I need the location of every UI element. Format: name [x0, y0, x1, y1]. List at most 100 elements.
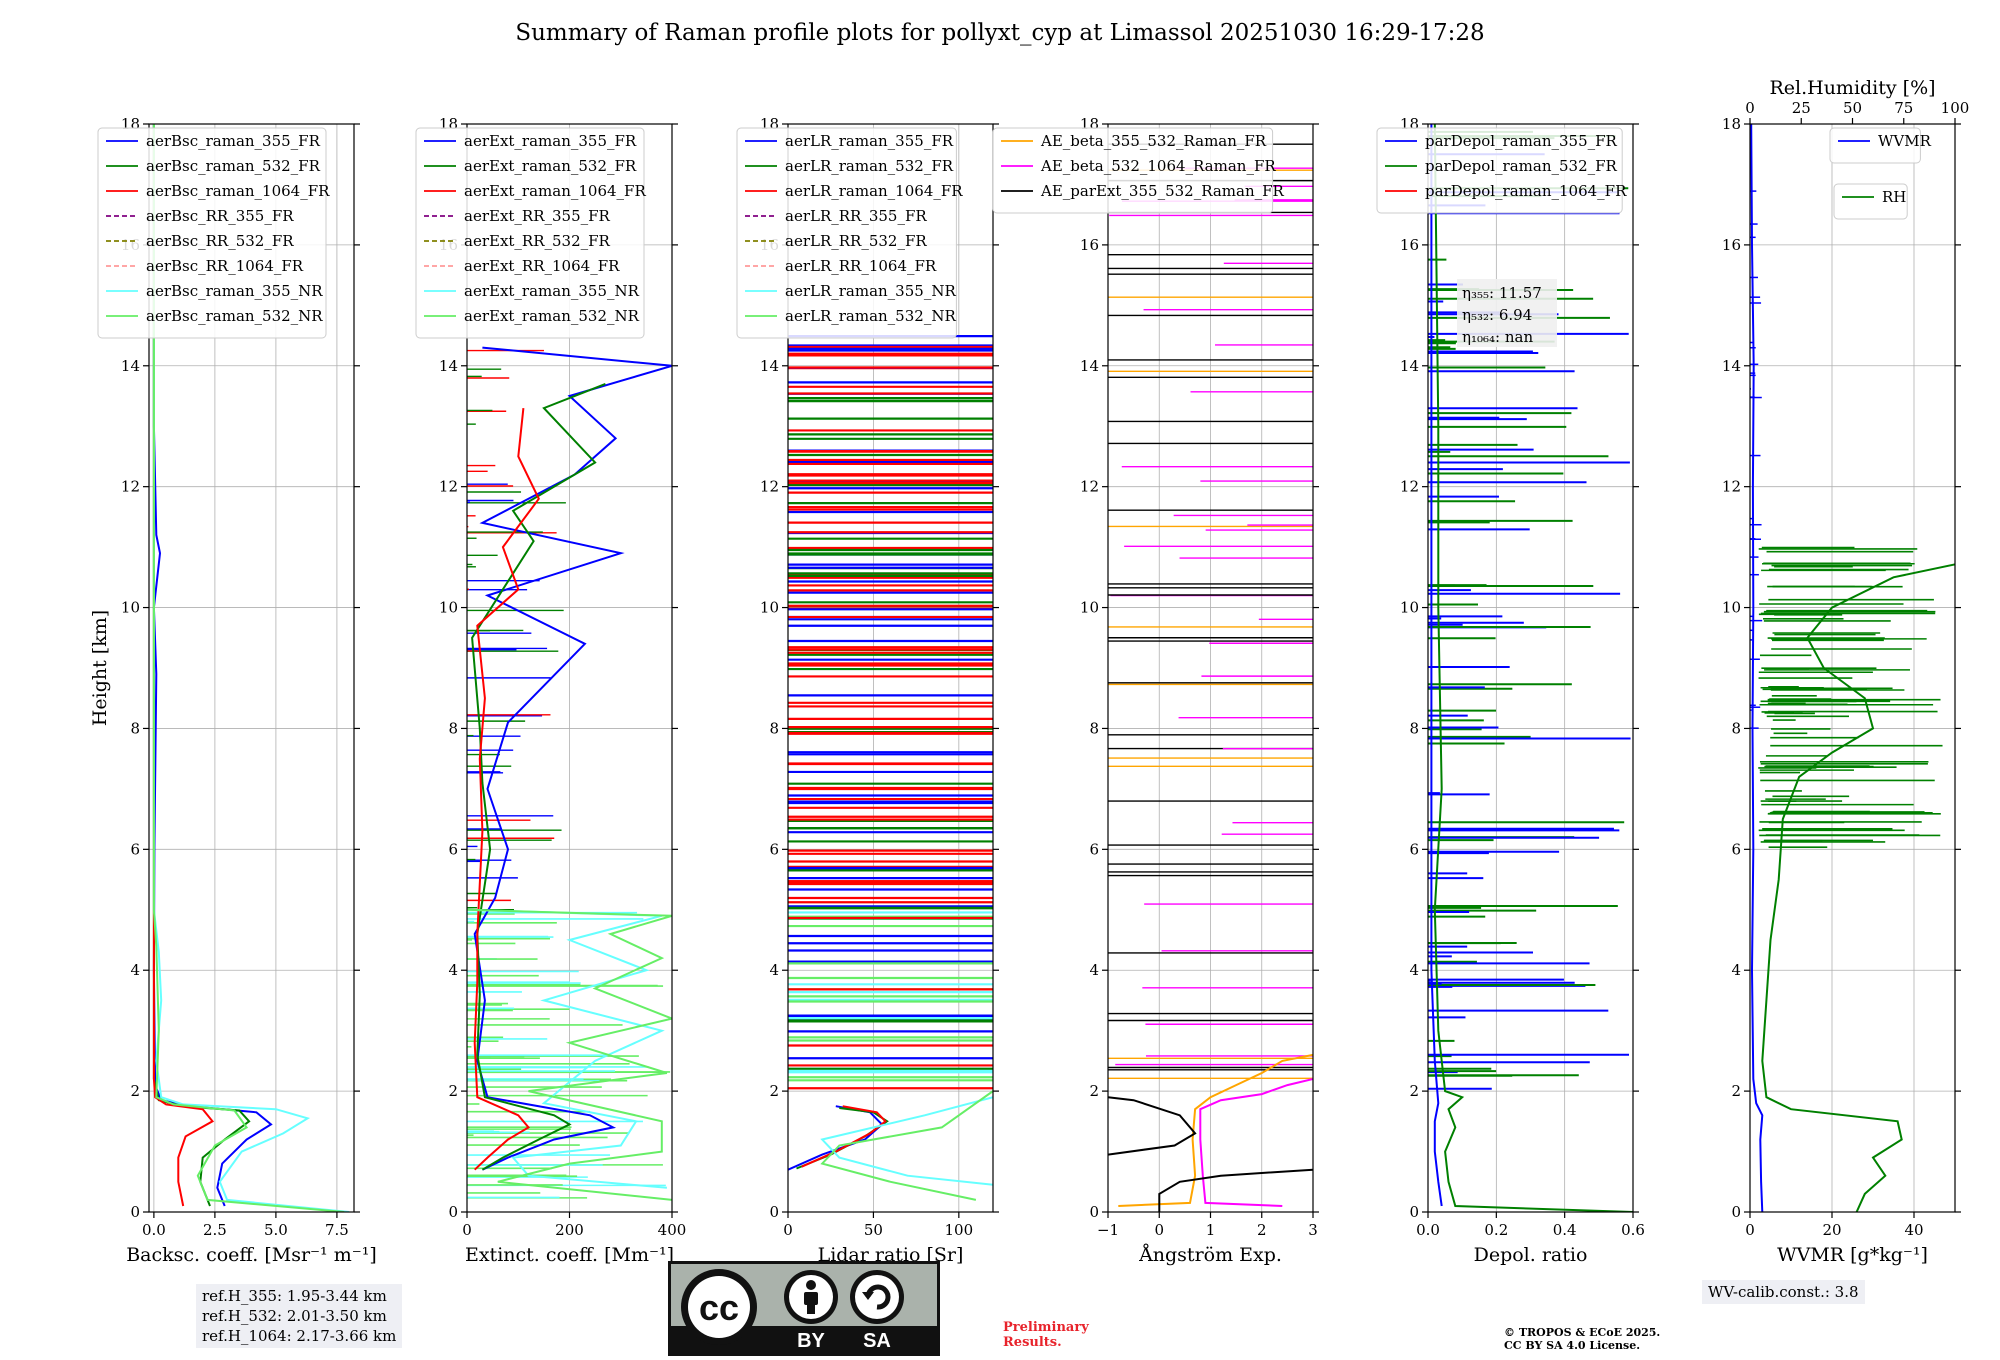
top-tick-label: 0: [1745, 99, 1755, 117]
ref-height-355: ref.H_355: 1.95-3.44 km: [202, 1287, 387, 1305]
x-tick-label: 5.0: [264, 1221, 288, 1239]
ref-height-1064: ref.H_1064: 2.17-3.66 km: [202, 1327, 397, 1345]
series-line-AE_parExt_355_532_Raman_FR_upper: [1108, 1096, 1197, 1156]
legend-label: AE_beta_355_532_Raman_FR: [1040, 132, 1267, 150]
top-tick-label: 50: [1843, 99, 1862, 117]
series-line-RH: [1761, 563, 1955, 1212]
y-tick-label: 12: [439, 478, 458, 496]
series-line-aerExt_raman_532_FR: [471, 382, 606, 1171]
legend-angstrom: AE_beta_355_532_Raman_FR AE_beta_532_1064…: [992, 127, 1285, 214]
legend-label: aerLR_RR_355_FR: [785, 207, 927, 225]
y-tick-label: 10: [1400, 599, 1419, 617]
y-tick-label: 6: [1089, 840, 1099, 858]
legend-label: aerLR_RR_532_FR: [785, 232, 927, 250]
y-tick-label: 10: [439, 599, 458, 617]
legend-label: aerLR_raman_355_NR: [785, 282, 956, 300]
y-tick-label: 2: [130, 1082, 140, 1100]
legend-label: aerBsc_raman_355_NR: [146, 282, 323, 300]
legend-label: aerLR_RR_1064_FR: [785, 257, 937, 275]
legend-label: aerBsc_RR_1064_FR: [146, 257, 304, 275]
x-tick-label: 0: [462, 1221, 472, 1239]
y-tick-label: 8: [1731, 719, 1741, 737]
copyright-note: © TROPOS & ECoE 2025. CC BY SA 4.0 Licen…: [1504, 1326, 1724, 1352]
legend-label: AE_beta_532_1064_Raman_FR: [1040, 157, 1276, 175]
legend-label: aerBsc_raman_355_FR: [146, 132, 321, 150]
series-line-aerExt_raman_532_NR: [467, 908, 672, 1201]
x-tick-label: 0: [783, 1221, 793, 1239]
y-tick-label: 14: [439, 357, 458, 375]
y-tick-label: 2: [1089, 1082, 1099, 1100]
panel-lidar-ratio: 024681012141618050100Lidar ratio [Sr]aer…: [736, 115, 999, 1266]
preliminary-line-1: Preliminary: [1003, 1320, 1089, 1335]
reference-heights-box: ref.H_355: 1.95-3.44 km ref.H_532: 2.01-…: [196, 1284, 403, 1348]
y-axis-label: Height [km]: [89, 610, 111, 726]
x-axis-label: Ångström Exp.: [1138, 1244, 1282, 1266]
y-tick-label: 12: [121, 478, 140, 496]
legend-lidar-ratio: aerLR_raman_355_FR aerLR_raman_532_FR aerL…: [736, 127, 963, 339]
series-line-aerLR_raman_355_FR: [788, 1105, 884, 1171]
x-axis-label: WVMR [g*kg⁻¹]: [1777, 1244, 1928, 1266]
x-tick-label: 200: [555, 1221, 584, 1239]
legend-wvmr: WVMR: [1829, 127, 1932, 164]
annotation-line: η₅₃₂: 6.94: [1462, 306, 1532, 324]
x-tick-label: 3: [1308, 1221, 1318, 1239]
axes-frame: [148, 123, 355, 1213]
legend-label: aerBsc_RR_532_FR: [146, 232, 294, 250]
series-group: [1750, 124, 1955, 1212]
series-group: [788, 335, 993, 1201]
legend-box: [736, 127, 957, 339]
y-tick-label: 12: [1400, 478, 1419, 496]
y-tick-label: 0: [769, 1203, 779, 1221]
series-line-aerLR_raman_532_NR: [820, 1090, 993, 1201]
y-tick-label: 10: [1722, 599, 1741, 617]
legend-box: [1376, 127, 1623, 214]
legend-label: parDepol_raman_355_FR: [1425, 132, 1618, 150]
y-tick-label: 6: [448, 840, 458, 858]
y-tick-label: 4: [130, 961, 140, 979]
copyright-line-2: CC BY SA 4.0 License.: [1504, 1339, 1641, 1352]
y-tick-label: 0: [1089, 1203, 1099, 1221]
legend-label: aerBsc_raman_532_NR: [146, 307, 323, 325]
legend-label: parDepol_raman_532_FR: [1425, 157, 1618, 175]
x-tick-label: 1: [1206, 1221, 1216, 1239]
y-tick-label: 14: [760, 357, 779, 375]
series-line-parDepol_raman_532_FR: [1433, 124, 1633, 1212]
y-tick-label: 8: [448, 719, 458, 737]
legend-label: RH: [1882, 188, 1906, 206]
legend-label: aerExt_raman_532_NR: [464, 307, 640, 325]
series-line-parDepol_raman_355_FR: [1430, 124, 1443, 1207]
x-tick-label: 50: [864, 1221, 883, 1239]
by-label: BY: [797, 1330, 825, 1352]
legend-label: aerLR_raman_355_FR: [785, 132, 954, 150]
legend-label: WVMR: [1878, 132, 1932, 150]
y-tick-label: 10: [121, 599, 140, 617]
y-tick-label: 4: [1731, 961, 1741, 979]
x-tick-label: 0.6: [1621, 1221, 1645, 1239]
y-tick-label: 8: [130, 719, 140, 737]
y-tick-label: 6: [1409, 840, 1419, 858]
series-line-WVMR: [1750, 124, 1764, 1212]
y-tick-label: 16: [1080, 236, 1099, 254]
y-tick-label: 4: [1089, 961, 1099, 979]
y-tick-label: 8: [769, 719, 779, 737]
wv-calibration-box: WV-calib.const.: 3.8: [1702, 1280, 1865, 1304]
series-line-aerBsc_raman_355_NR: [152, 124, 350, 1212]
y-tick-label: 12: [1722, 478, 1741, 496]
series-group: [1108, 143, 1313, 1212]
legend-box: [992, 127, 1274, 214]
top-tick-label: 25: [1792, 99, 1811, 117]
y-tick-label: 6: [769, 840, 779, 858]
x-tick-label: 0.2: [1484, 1221, 1508, 1239]
wv-calibration-text: WV-calib.const.: 3.8: [1708, 1283, 1859, 1301]
legend-label: aerLR_raman_532_NR: [785, 307, 956, 325]
x-tick-label: −1: [1097, 1221, 1119, 1239]
legend-label: aerBsc_raman_532_FR: [146, 157, 321, 175]
y-tick-label: 12: [760, 478, 779, 496]
y-tick-label: 18: [1722, 115, 1741, 133]
legend-label: AE_parExt_355_532_Raman_FR: [1040, 182, 1285, 200]
y-tick-label: 4: [1409, 961, 1419, 979]
y-tick-label: 4: [769, 961, 779, 979]
series-line-aerExt_raman_1064_FR: [473, 407, 540, 1171]
